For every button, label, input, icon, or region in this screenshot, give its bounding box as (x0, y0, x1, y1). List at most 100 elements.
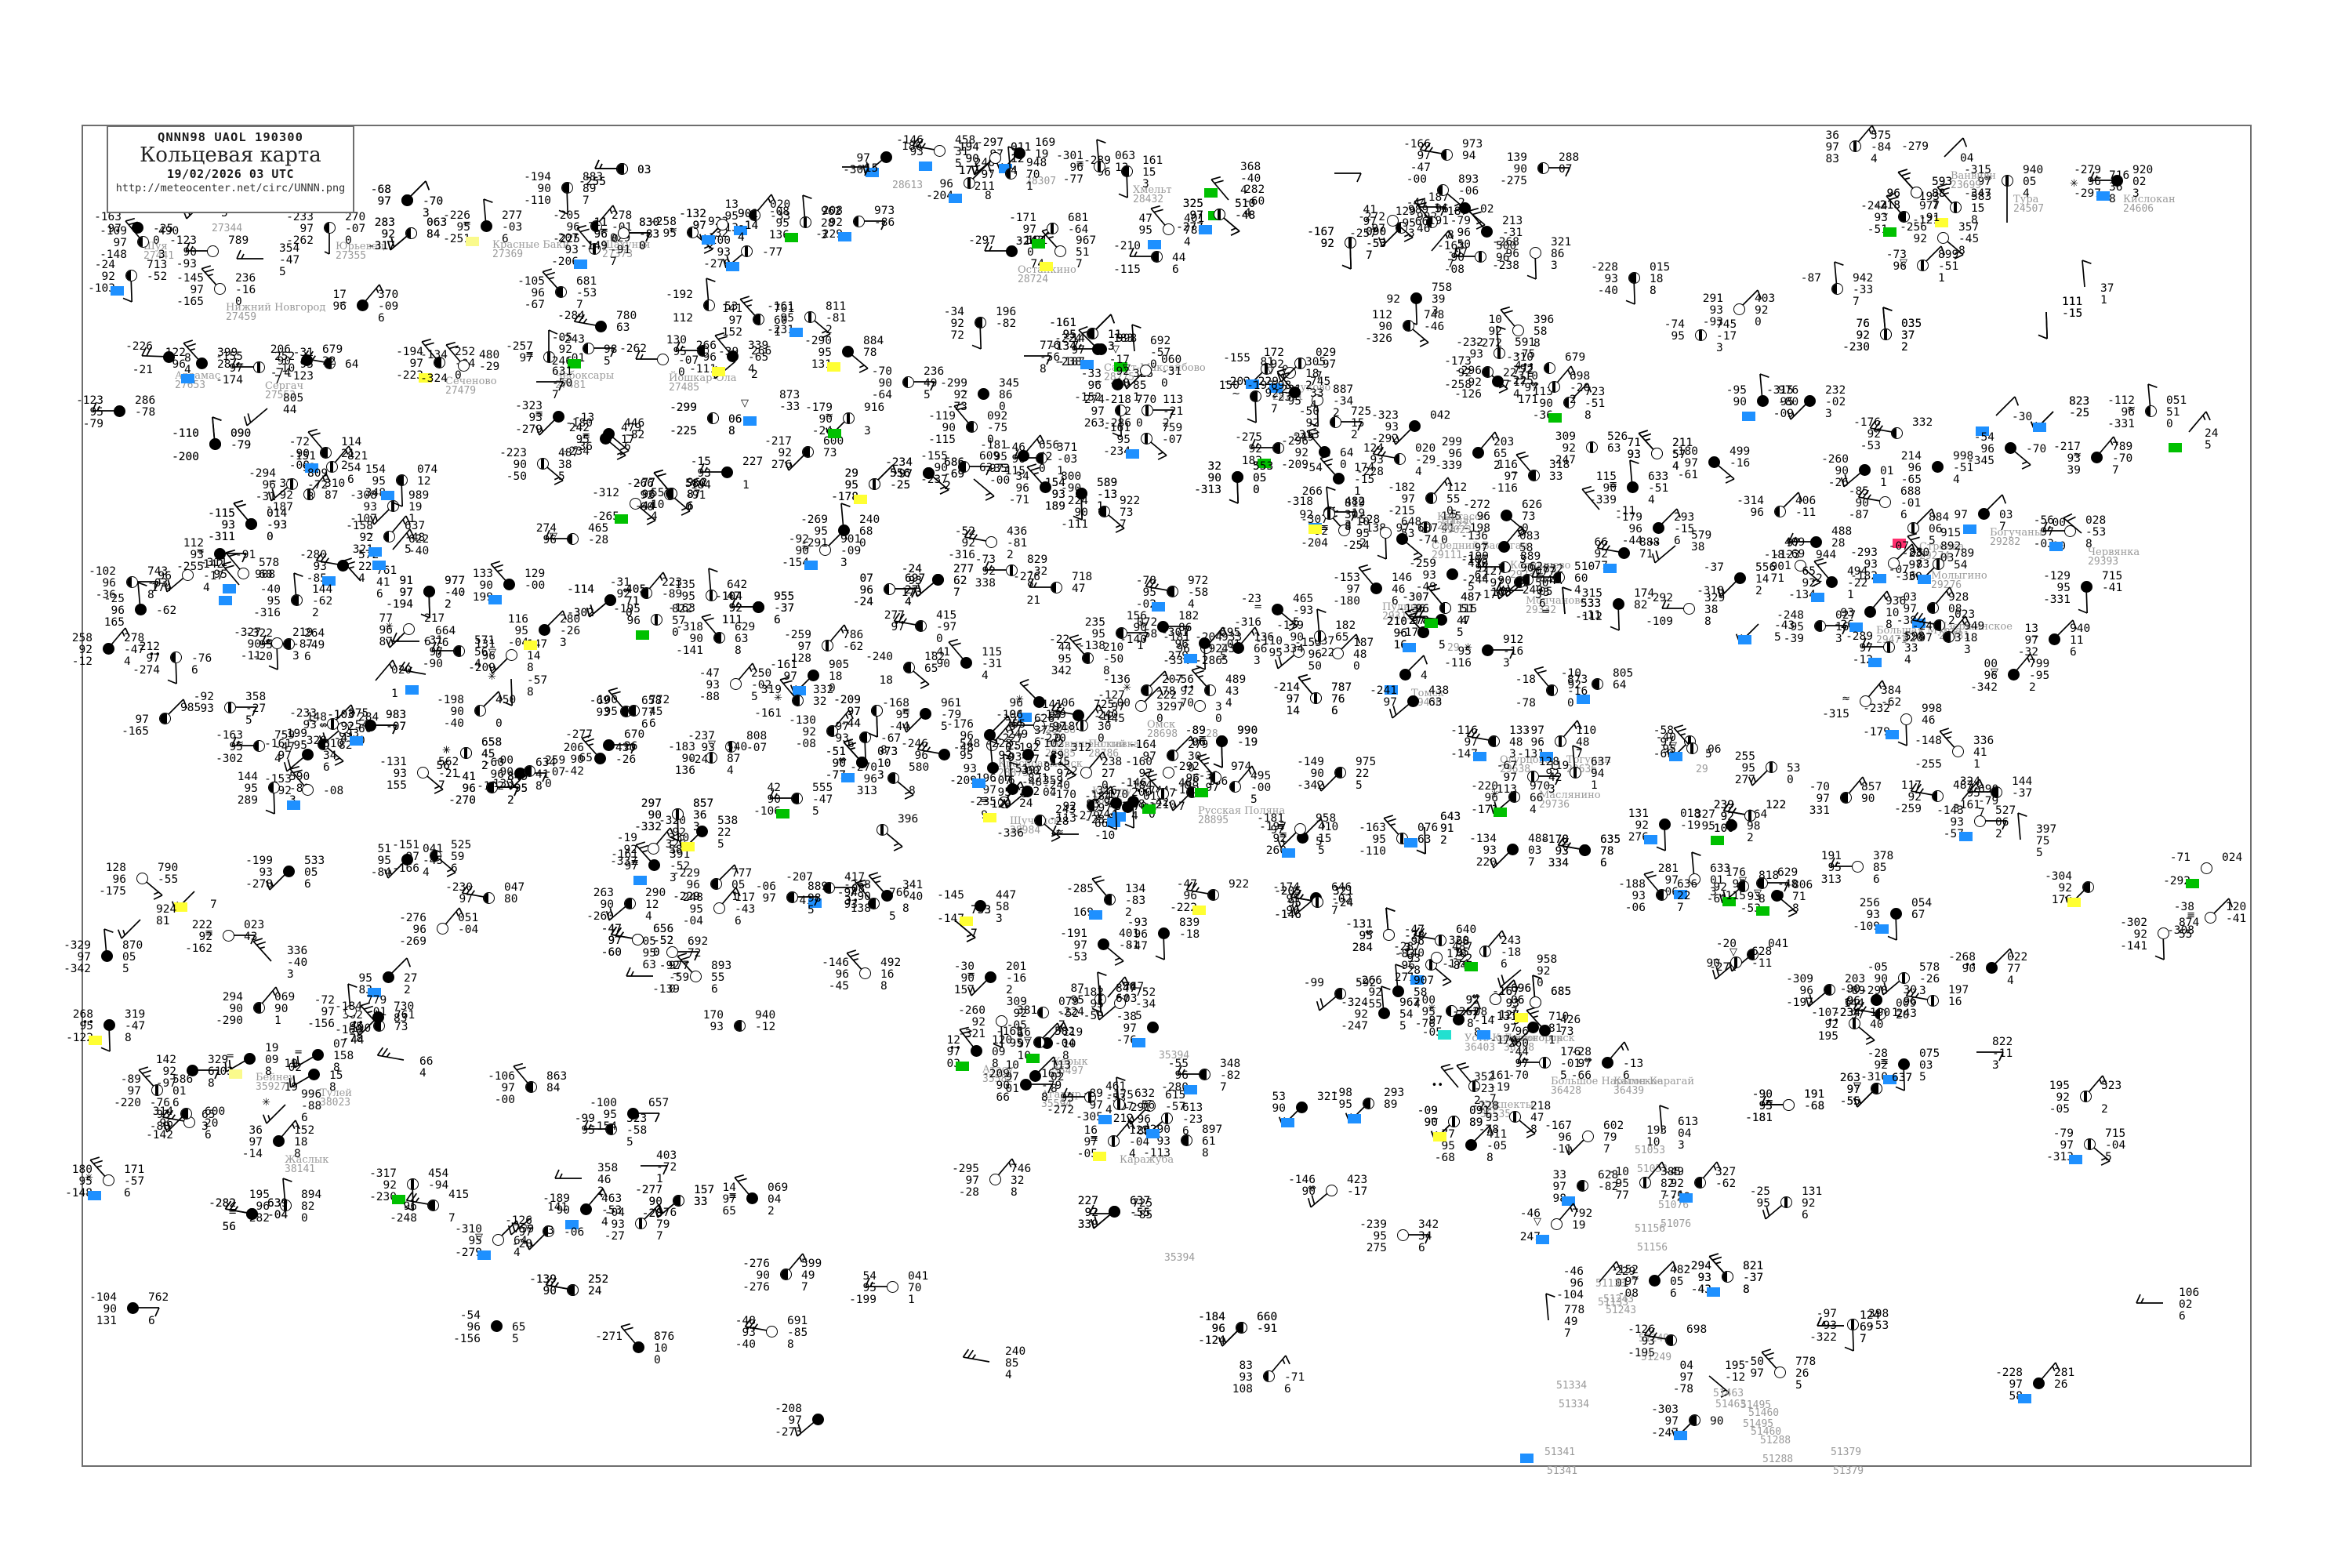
visibility-field: 93 (1483, 844, 1497, 857)
low-cloud-field: 1 (1591, 779, 1598, 792)
dewpoint-field: 220 (1475, 856, 1497, 869)
pressure-field: 575 (1871, 129, 1892, 142)
pressure-field: 748 (1424, 309, 1445, 321)
low-cloud-field: 7 (1860, 1333, 1867, 1345)
pressure-field: 129 (524, 568, 546, 580)
pressure-tendency-field: -03 (502, 221, 523, 234)
pressure-field: 718 (1072, 571, 1093, 583)
precip-type-chip (1089, 910, 1102, 920)
temperature-field: 13 (2024, 622, 2038, 635)
low-cloud-field: 3 (292, 650, 299, 662)
sky-cover-symbol (387, 499, 399, 512)
sky-cover-symbol (1446, 568, 1458, 580)
station-name-label: Кислокан (2123, 194, 2176, 205)
temperature-field: 32 (1207, 460, 1221, 473)
low-cloud-field: 1 (1097, 500, 1104, 513)
pressure-field: 249 (1007, 728, 1029, 741)
pressure-field: 863 (546, 1070, 568, 1083)
dewpoint-field: -47 (1127, 940, 1148, 953)
visibility-field: 97 (399, 586, 413, 599)
pressure-field: 240 (859, 514, 880, 526)
dewpoint-field: -324 (420, 372, 448, 385)
visibility-field: 97 (1052, 720, 1066, 733)
sky-cover-symbol (672, 1194, 684, 1207)
pressure-field: 119 (1062, 1026, 1083, 1039)
pressure-field: 940 (2070, 622, 2091, 635)
pressure-field: 958 (1316, 812, 1337, 825)
low-cloud-field: 2 (768, 1205, 775, 1218)
low-cloud-field: 8 (125, 1032, 132, 1044)
pressure-tendency-field: -07 (545, 766, 566, 779)
sky-cover-symbol (1926, 994, 1939, 1007)
low-cloud-field: 0 (1102, 779, 1109, 792)
low-cloud-field: 4 (1184, 236, 1191, 249)
visibility-field: 90 (450, 706, 464, 718)
visibility-field: 90 (1835, 465, 1849, 477)
low-cloud-field: 3 (307, 491, 314, 503)
temperature-field: 42 (767, 782, 781, 794)
present-weather-icon: ≈ (2127, 403, 2136, 415)
pressure-field: 613 (1182, 1102, 1203, 1114)
visibility-field: 97 (1142, 750, 1156, 763)
temperature-field: 144 (237, 771, 258, 783)
visibility-field: 95 (267, 595, 281, 608)
pressure-tendency-field: 79 (1603, 1131, 1617, 1144)
visibility-field: 97 (1417, 150, 1431, 162)
pressure-tendency-field: -29 (1415, 454, 1436, 466)
pressure-field: 787 (1331, 681, 1352, 694)
pressure-tendency-field: -97 (936, 621, 957, 633)
sky-cover-symbol (1107, 1134, 1120, 1147)
present-weather-icon: ~ (672, 968, 681, 980)
sky-cover-symbol (1033, 695, 1045, 708)
low-cloud-field: 0 (626, 607, 633, 619)
present-weather-icon: ▽ (1534, 1216, 1541, 1228)
pressure-field: 526 (1607, 430, 1628, 443)
visibility-field: 92 (1270, 358, 1284, 371)
station-name-label: Полтавка (1088, 739, 1140, 750)
low-cloud-field: 6 (172, 1097, 180, 1109)
pressure-field: 348 (1220, 1058, 1241, 1070)
visibility-field: 96 (1530, 736, 1544, 749)
low-cloud-field: 5 (1220, 650, 1227, 662)
pressure-field: 480 (479, 349, 500, 361)
pressure-field: 487 (1953, 779, 1974, 792)
pressure-tendency-field: 90 (1520, 562, 1534, 575)
low-cloud-field: 7 (274, 374, 281, 387)
temperature-field: -126 (1628, 1323, 1655, 1336)
pressure-field: 955 (774, 590, 795, 603)
pressure-tendency-field: 22 (1356, 768, 1370, 780)
present-weather-icon: ✳ (1464, 642, 1472, 654)
sky-cover-symbol (1283, 366, 1296, 379)
pressure-field: 640 (1456, 924, 1477, 936)
temperature-field: -87 (1800, 272, 1821, 285)
low-cloud-field: 5 (751, 691, 758, 703)
present-weather-icon: ✳ (1428, 1003, 1436, 1014)
pressure-tendency-field: 71 (1639, 548, 1653, 561)
visibility-field: 96 (112, 873, 126, 886)
pressure-tendency-field: -26 (560, 625, 581, 637)
sky-cover-symbol (1500, 509, 1512, 521)
visibility-field: 97 (1679, 1371, 1693, 1384)
sky-cover-symbol (647, 842, 659, 855)
pressure-field: 613 (1678, 1116, 1699, 1128)
sky-cover-symbol (2063, 524, 2076, 537)
pressure-tendency-field: -37 (1743, 1272, 1764, 1284)
present-weather-icon: ≈ (2073, 449, 2082, 461)
temperature-field: 258 (71, 632, 93, 644)
dewpoint-field: -203 (1223, 376, 1250, 388)
pressure-field: 171 (124, 1163, 145, 1176)
pressure-tendency-field: 78 (863, 347, 877, 359)
pressure-field: 406 (1795, 495, 1817, 507)
temperature-field: -183 (668, 741, 695, 753)
sky-cover-symbol (1134, 699, 1147, 712)
visibility-field: 93 (200, 702, 214, 715)
visibility-field: 92 (1594, 548, 1608, 561)
pressure-tendency-field: 04 (1678, 1127, 1692, 1140)
pressure-tendency-field: -12 (1725, 1371, 1746, 1384)
pressure-field: 169 (1035, 136, 1056, 149)
temperature-field: -102 (89, 565, 116, 578)
sky-cover-symbol (1730, 956, 1742, 968)
pressure-tendency-field: 47 (1457, 615, 1471, 627)
pressure-field: 578 (259, 557, 280, 569)
pressure-tendency-field: -17 (1716, 330, 1737, 343)
